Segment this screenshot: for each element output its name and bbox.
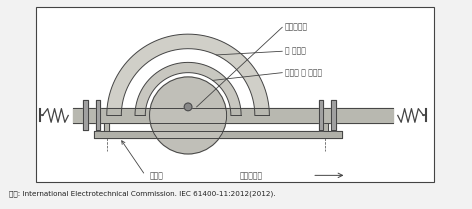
Polygon shape [135, 62, 241, 115]
Polygon shape [107, 34, 270, 115]
Circle shape [150, 77, 227, 154]
Text: 주 방풍망: 주 방풍망 [285, 47, 306, 56]
FancyBboxPatch shape [36, 7, 434, 182]
Text: 자료: International Electrotechnical Commission. IEC 61400-11:2012(2012).: 자료: International Electrotechnical Commi… [9, 191, 276, 197]
Text: 마이크로폰: 마이크로폰 [285, 23, 308, 32]
Text: 반사판: 반사판 [150, 171, 163, 180]
Text: 선택적 부 방풍망: 선택적 부 방풍망 [285, 68, 322, 77]
Circle shape [184, 103, 192, 111]
Text: 풍력발전기: 풍력발전기 [239, 171, 262, 180]
